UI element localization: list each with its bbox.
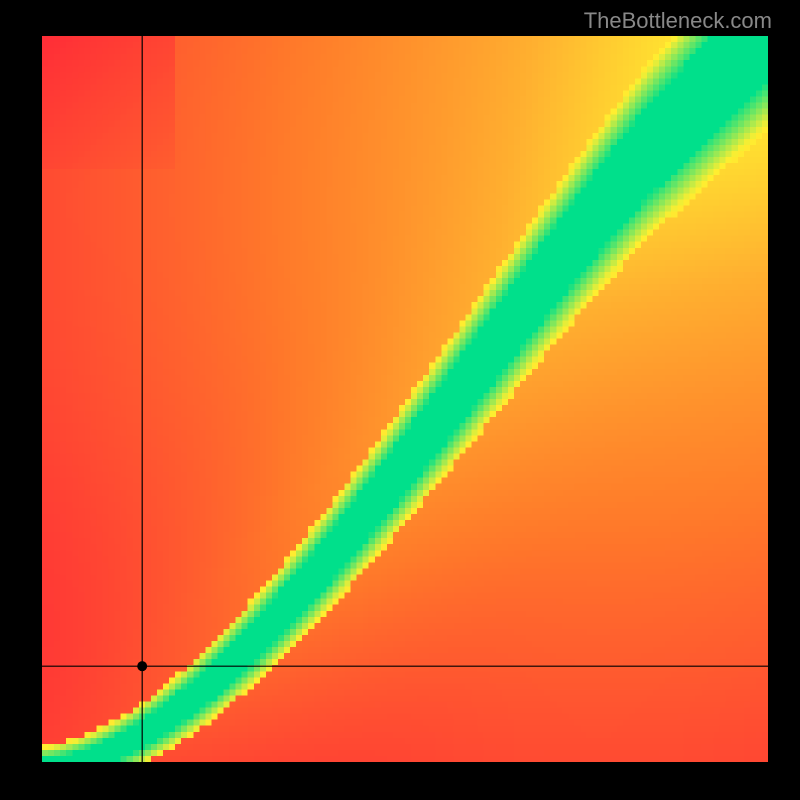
- heatmap-canvas: [42, 36, 768, 762]
- chart-container: TheBottleneck.com: [0, 0, 800, 800]
- plot-area: [42, 36, 768, 762]
- watermark-text: TheBottleneck.com: [584, 8, 772, 34]
